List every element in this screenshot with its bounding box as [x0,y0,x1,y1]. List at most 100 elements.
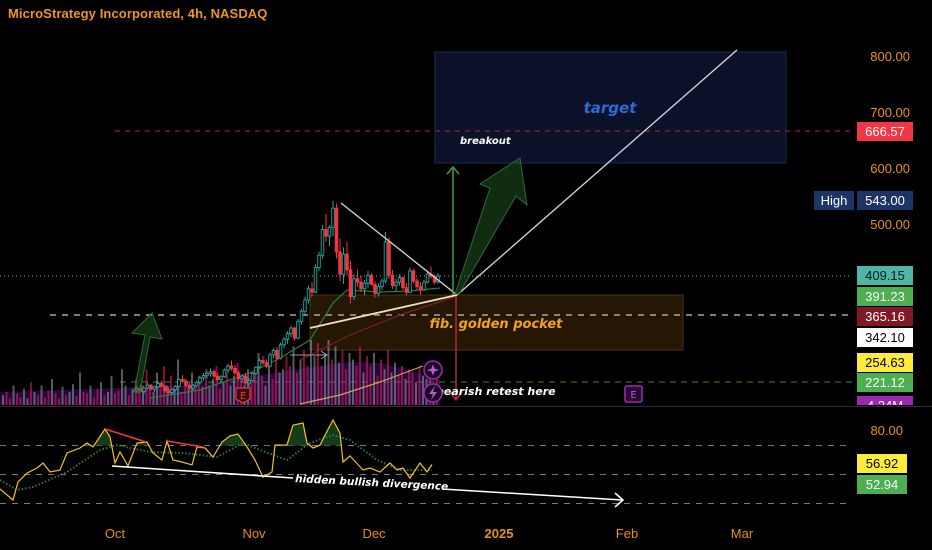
volume-bar [285,356,288,405]
volume-bar [289,366,291,405]
candle [327,225,332,247]
volume-bar [131,388,134,405]
divergence-line[interactable] [111,465,294,479]
volume-bar [2,395,4,405]
fib-golden-pocket-box[interactable] [309,294,684,351]
candle [156,381,160,388]
price-pane[interactable]: target breakout fib. golden pocket beari… [0,49,852,405]
divergence-line[interactable] [166,440,204,448]
candle [250,371,255,382]
earnings-letter: E [630,390,636,401]
volume-bar [173,388,176,405]
candle [236,370,241,381]
bearish-retest-label[interactable]: bearish retest here [436,385,556,398]
divergence-line[interactable] [104,428,147,443]
candle [310,282,314,297]
volume-bar [404,379,407,405]
divergence-arrow-head-icon [614,492,625,508]
candle [180,375,185,383]
candle [359,275,363,293]
volume-bar [163,366,165,405]
candle [166,387,171,395]
volume-bar [373,353,375,405]
bullish-arrow-icon[interactable] [454,157,528,295]
candle [243,372,248,386]
price-axis-tick: 700.00 [870,105,910,120]
volume-bar [415,382,417,405]
volume-bar [278,372,281,405]
candle [285,331,290,344]
volume-bar [292,346,295,405]
volume-bar [408,369,410,405]
triangle-upper-trendline[interactable] [340,202,458,296]
target-zone-box[interactable] [434,51,787,164]
volume-bar [194,382,197,405]
candle [397,274,402,286]
candle [142,387,146,395]
volume-bar [348,353,351,405]
symbol-title[interactable]: MicroStrategy Incorporated, 4h, NASDAQ [8,6,268,21]
candle [135,386,139,393]
volume-bar [89,385,92,405]
candle [222,368,227,378]
candlestick-series [135,200,440,396]
bullish-arrow-small-icon[interactable] [130,312,163,394]
time-axis-tick: Mar [730,526,754,541]
volume-bar [5,392,8,405]
volume-bar [355,366,358,405]
price-axis-tick: 500.00 [870,217,910,232]
volume-bar [229,385,232,405]
triangle-lower-trendline[interactable] [309,294,458,329]
candle [205,370,209,379]
candle [208,368,213,377]
candle [383,231,388,284]
volume-bar [156,372,158,405]
time-axis-tick: Feb [615,526,639,541]
volume-bar [58,398,60,405]
candle [282,337,286,349]
price-axis-tick: 800.00 [870,49,910,64]
volume-bar [331,359,333,405]
high-label: High [814,191,854,210]
hidden-bullish-divergence-label[interactable]: hidden bullish divergence [295,473,449,493]
candle [191,384,195,391]
candle [247,378,251,387]
volume-bar [271,379,274,405]
target-label[interactable]: target [584,99,638,117]
volume-bar [345,369,347,405]
candle [348,260,353,304]
volume-bar [418,366,421,405]
oscillator-pane[interactable]: hidden bullish divergence [0,418,852,508]
candle [411,268,416,284]
breakout-label[interactable]: breakout [460,136,512,147]
candle [352,274,356,301]
projection-line[interactable] [456,49,738,296]
level-white-tag: 342.10 [857,328,913,347]
candle [345,241,349,276]
volume-bar [12,385,15,405]
time-axis-tick: Nov [242,526,266,541]
divergence-lines[interactable] [104,428,294,479]
divergence-projection-line[interactable] [441,488,623,501]
earnings-event-1[interactable]: E [235,387,251,404]
volume-bar [352,359,354,405]
volume-bar [68,392,71,405]
fib-golden-pocket-label[interactable]: fib. golden pocket [430,317,564,332]
candle [215,372,220,382]
volume-bar [79,372,81,405]
volume-bar [93,397,95,405]
earnings-badge-icon [235,387,251,404]
volume-bar [212,379,214,405]
candle [152,385,157,392]
candle [320,225,325,259]
candle [299,309,304,325]
lightning-event[interactable] [423,383,443,403]
sparkle-event[interactable] [423,360,443,380]
lightning-glyph [429,386,437,400]
oscillator-levels [0,445,852,504]
earnings-event-2[interactable]: E [624,385,643,403]
candle [373,281,377,298]
volume-bar [422,375,424,405]
volume-bar [411,372,414,405]
